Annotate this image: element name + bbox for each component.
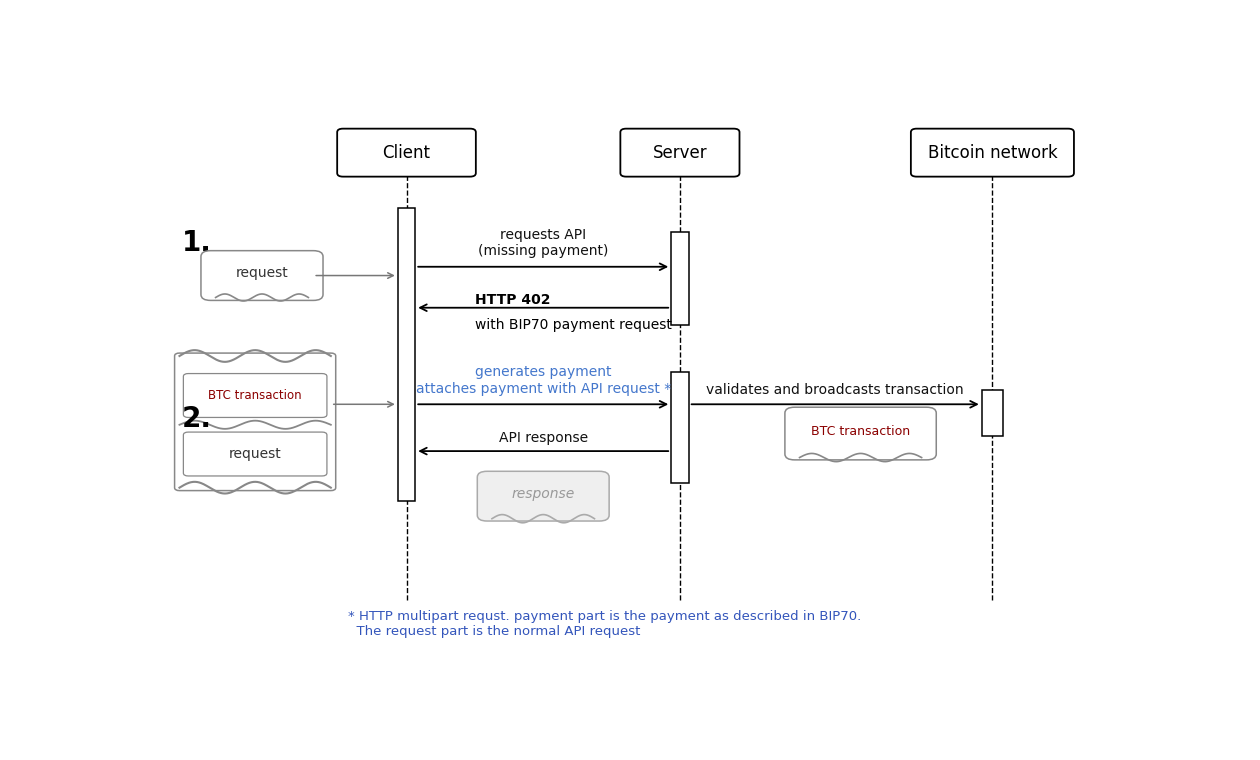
Text: Client: Client: [383, 144, 431, 162]
Text: request: request: [236, 266, 289, 280]
FancyBboxPatch shape: [911, 128, 1074, 176]
FancyBboxPatch shape: [184, 432, 326, 476]
Text: with BIP70 payment request: with BIP70 payment request: [475, 318, 672, 332]
FancyBboxPatch shape: [184, 374, 326, 417]
Text: * HTTP multipart requst. payment part is the payment as described in BIP70.
  Th: * HTTP multipart requst. payment part is…: [348, 610, 861, 638]
Text: response: response: [512, 487, 575, 502]
Text: request: request: [229, 447, 281, 461]
FancyBboxPatch shape: [672, 232, 689, 325]
FancyBboxPatch shape: [398, 208, 416, 501]
FancyBboxPatch shape: [200, 251, 323, 300]
Text: Bitcoin network: Bitcoin network: [927, 144, 1057, 162]
Text: BTC transaction: BTC transaction: [811, 426, 910, 439]
FancyBboxPatch shape: [620, 128, 740, 176]
FancyBboxPatch shape: [338, 128, 476, 176]
Text: Server: Server: [653, 144, 707, 162]
Text: BTC transaction: BTC transaction: [208, 389, 302, 402]
FancyBboxPatch shape: [785, 407, 936, 460]
FancyBboxPatch shape: [175, 353, 335, 491]
Text: API response: API response: [499, 431, 587, 445]
Text: 2.: 2.: [181, 405, 212, 433]
Text: HTTP 402: HTTP 402: [475, 293, 551, 306]
Text: 1.: 1.: [181, 230, 212, 258]
FancyBboxPatch shape: [478, 471, 609, 521]
FancyBboxPatch shape: [982, 390, 1003, 436]
Text: generates payment
attaches payment with API request *: generates payment attaches payment with …: [416, 366, 670, 395]
FancyBboxPatch shape: [672, 372, 689, 483]
Text: validates and broadcasts transaction: validates and broadcasts transaction: [707, 383, 964, 397]
Text: requests API
(missing payment): requests API (missing payment): [478, 228, 609, 258]
